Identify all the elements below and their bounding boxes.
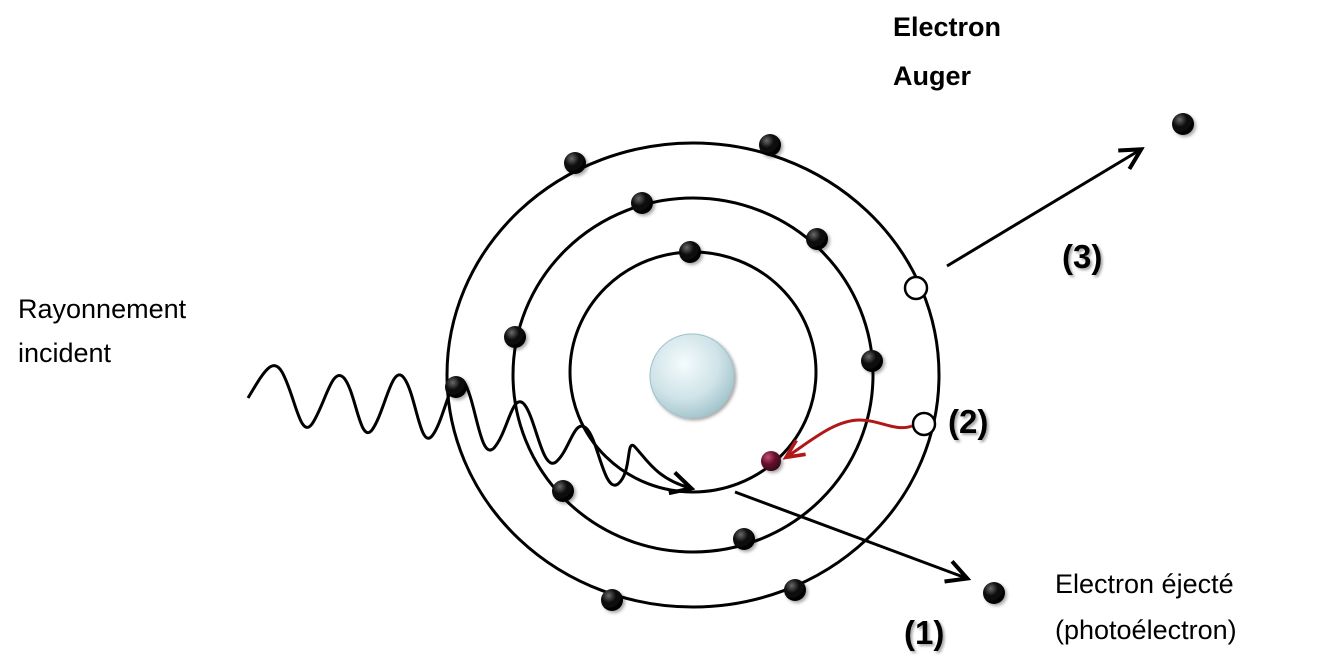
- electron-dot-icon: [601, 589, 623, 611]
- photoelectron-dot-icon: [983, 582, 1005, 604]
- electron-dot-icon: [552, 480, 574, 502]
- electron-dot-icon: [679, 241, 701, 263]
- electron-dot-icon: [759, 134, 781, 156]
- vacancies: [903, 275, 937, 437]
- incident-label-line1: Rayonnement: [18, 294, 187, 324]
- electron-dot-icon: [733, 528, 755, 550]
- step-2-label: (2): [948, 403, 988, 440]
- orbit-middle: [511, 196, 875, 554]
- transition-electron-dot-icon: [761, 451, 781, 471]
- electron-dot-icon: [784, 579, 806, 601]
- ejected-label-line2: (photoélectron): [1055, 615, 1237, 645]
- step-1-label: (1): [904, 614, 944, 651]
- auger-electron-dot-icon: [1172, 113, 1194, 135]
- transition-arrow: [788, 418, 913, 456]
- orbit-outer: [445, 141, 941, 609]
- electron-dot-icon: [445, 376, 467, 398]
- incident-label-line2: incident: [18, 338, 112, 368]
- electron-dot-icon: [504, 326, 526, 348]
- electrons: [445, 113, 1194, 611]
- nucleus-sphere-icon: [649, 333, 735, 419]
- auger-label-line1: Electron: [893, 12, 1001, 42]
- auger-arrow: [946, 150, 1140, 268]
- electron-dot-icon: [806, 228, 828, 250]
- photoelectron-arrow: [734, 490, 966, 578]
- step-3-label: (3): [1062, 238, 1102, 275]
- vacancy-circle-icon: [911, 411, 937, 437]
- auger-label-line2: Auger: [893, 61, 972, 91]
- electron-dot-icon: [861, 350, 883, 372]
- electron-dot-icon: [564, 152, 586, 174]
- electron-dot-icon: [631, 192, 653, 214]
- ejected-label-line1: Electron éjecté: [1055, 569, 1234, 599]
- vacancy-circle-icon: [903, 275, 929, 301]
